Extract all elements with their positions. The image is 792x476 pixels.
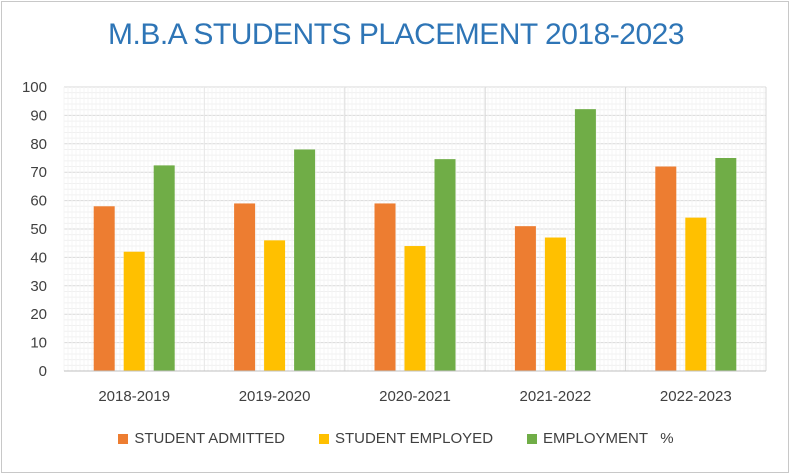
legend: STUDENT ADMITTED STUDENT EMPLOYED EMPLOY… [0, 430, 792, 447]
y-tick-label: 10 [30, 335, 47, 352]
bar-employment-pct-2019-2020 [294, 149, 316, 371]
bar-employed-2019-2020 [264, 240, 286, 371]
y-tick-label: 70 [30, 164, 47, 181]
y-tick-label: 40 [30, 249, 47, 266]
legend-swatch-employed [318, 433, 329, 444]
bar-employment-pct-2022-2023 [715, 158, 737, 371]
bar-employment-pct-2020-2021 [434, 159, 456, 371]
x-tick-label: 2022-2023 [660, 388, 732, 405]
bar-admitted-2022-2023 [655, 166, 677, 371]
bar-employed-2018-2019 [123, 251, 145, 371]
legend-swatch-employment-pct [527, 433, 538, 444]
y-tick-label: 30 [30, 278, 47, 295]
x-tick-label: 2018-2019 [98, 388, 170, 405]
legend-item-employed: STUDENT EMPLOYED [318, 430, 494, 447]
bar-employment-pct-2021-2022 [574, 109, 596, 371]
legend-label-employment-pct: EMPLOYMENT % [543, 430, 674, 447]
bar-admitted-2021-2022 [514, 226, 536, 371]
y-tick-label: 60 [30, 193, 47, 210]
bar-admitted-2018-2019 [93, 206, 115, 371]
bar-employed-2021-2022 [544, 237, 566, 371]
x-axis-ticks: 2018-2019 2019-2020 2020-2021 2021-2022 2022… [64, 370, 766, 405]
y-tick-label: 0 [39, 363, 47, 380]
y-tick-label: 80 [30, 136, 47, 153]
legend-label-employed: STUDENT EMPLOYED [334, 430, 494, 447]
legend-item-admitted: STUDENT ADMITTED [118, 430, 285, 447]
y-tick-label: 50 [30, 221, 47, 238]
bar-admitted-2019-2020 [234, 203, 256, 371]
bar-employed-2020-2021 [404, 246, 426, 371]
legend-item-employment-pct: EMPLOYMENT % [527, 430, 674, 447]
chart-title: M.B.A STUDENTS PLACEMENT 2018-2023 [108, 18, 685, 51]
y-axis-ticks: 0 10 20 30 40 50 60 70 80 90 100 [22, 79, 47, 380]
x-tick-label: 2021-2022 [520, 388, 592, 405]
x-tick-label: 2020-2021 [379, 388, 451, 405]
bar-admitted-2020-2021 [374, 203, 396, 371]
legend-label-admitted: STUDENT ADMITTED [134, 430, 285, 447]
x-tick-label: 2019-2020 [239, 388, 311, 405]
y-tick-label: 100 [22, 79, 47, 96]
y-tick-label: 20 [30, 306, 47, 323]
bar-employed-2022-2023 [685, 217, 707, 371]
bar-employment-pct-2018-2019 [153, 165, 175, 371]
bars [93, 109, 737, 371]
y-tick-label: 90 [30, 107, 47, 124]
legend-swatch-admitted [118, 433, 129, 444]
